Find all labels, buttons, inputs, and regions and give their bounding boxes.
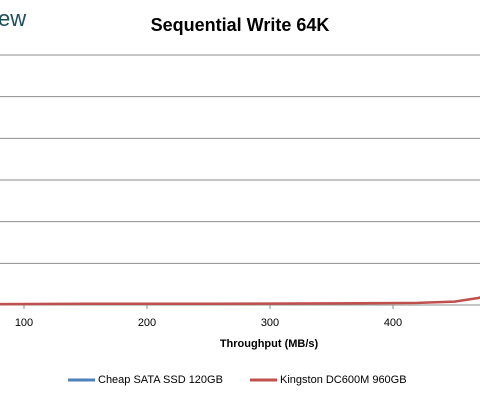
watermark: ew <box>0 6 26 31</box>
legend-label: Kingston DC600M 960GB <box>280 374 407 386</box>
x-axis-title: Throughput (MB/s) <box>220 338 319 350</box>
x-tick-label: 300 <box>261 317 279 329</box>
chart-title: Sequential Write 64K <box>151 15 330 35</box>
x-tick-label: 200 <box>138 317 156 329</box>
series-line <box>0 295 480 306</box>
x-tick-label: 100 <box>15 317 33 329</box>
legend-label: Cheap SATA SSD 120GB <box>98 374 223 386</box>
x-tick-label: 400 <box>384 317 402 329</box>
